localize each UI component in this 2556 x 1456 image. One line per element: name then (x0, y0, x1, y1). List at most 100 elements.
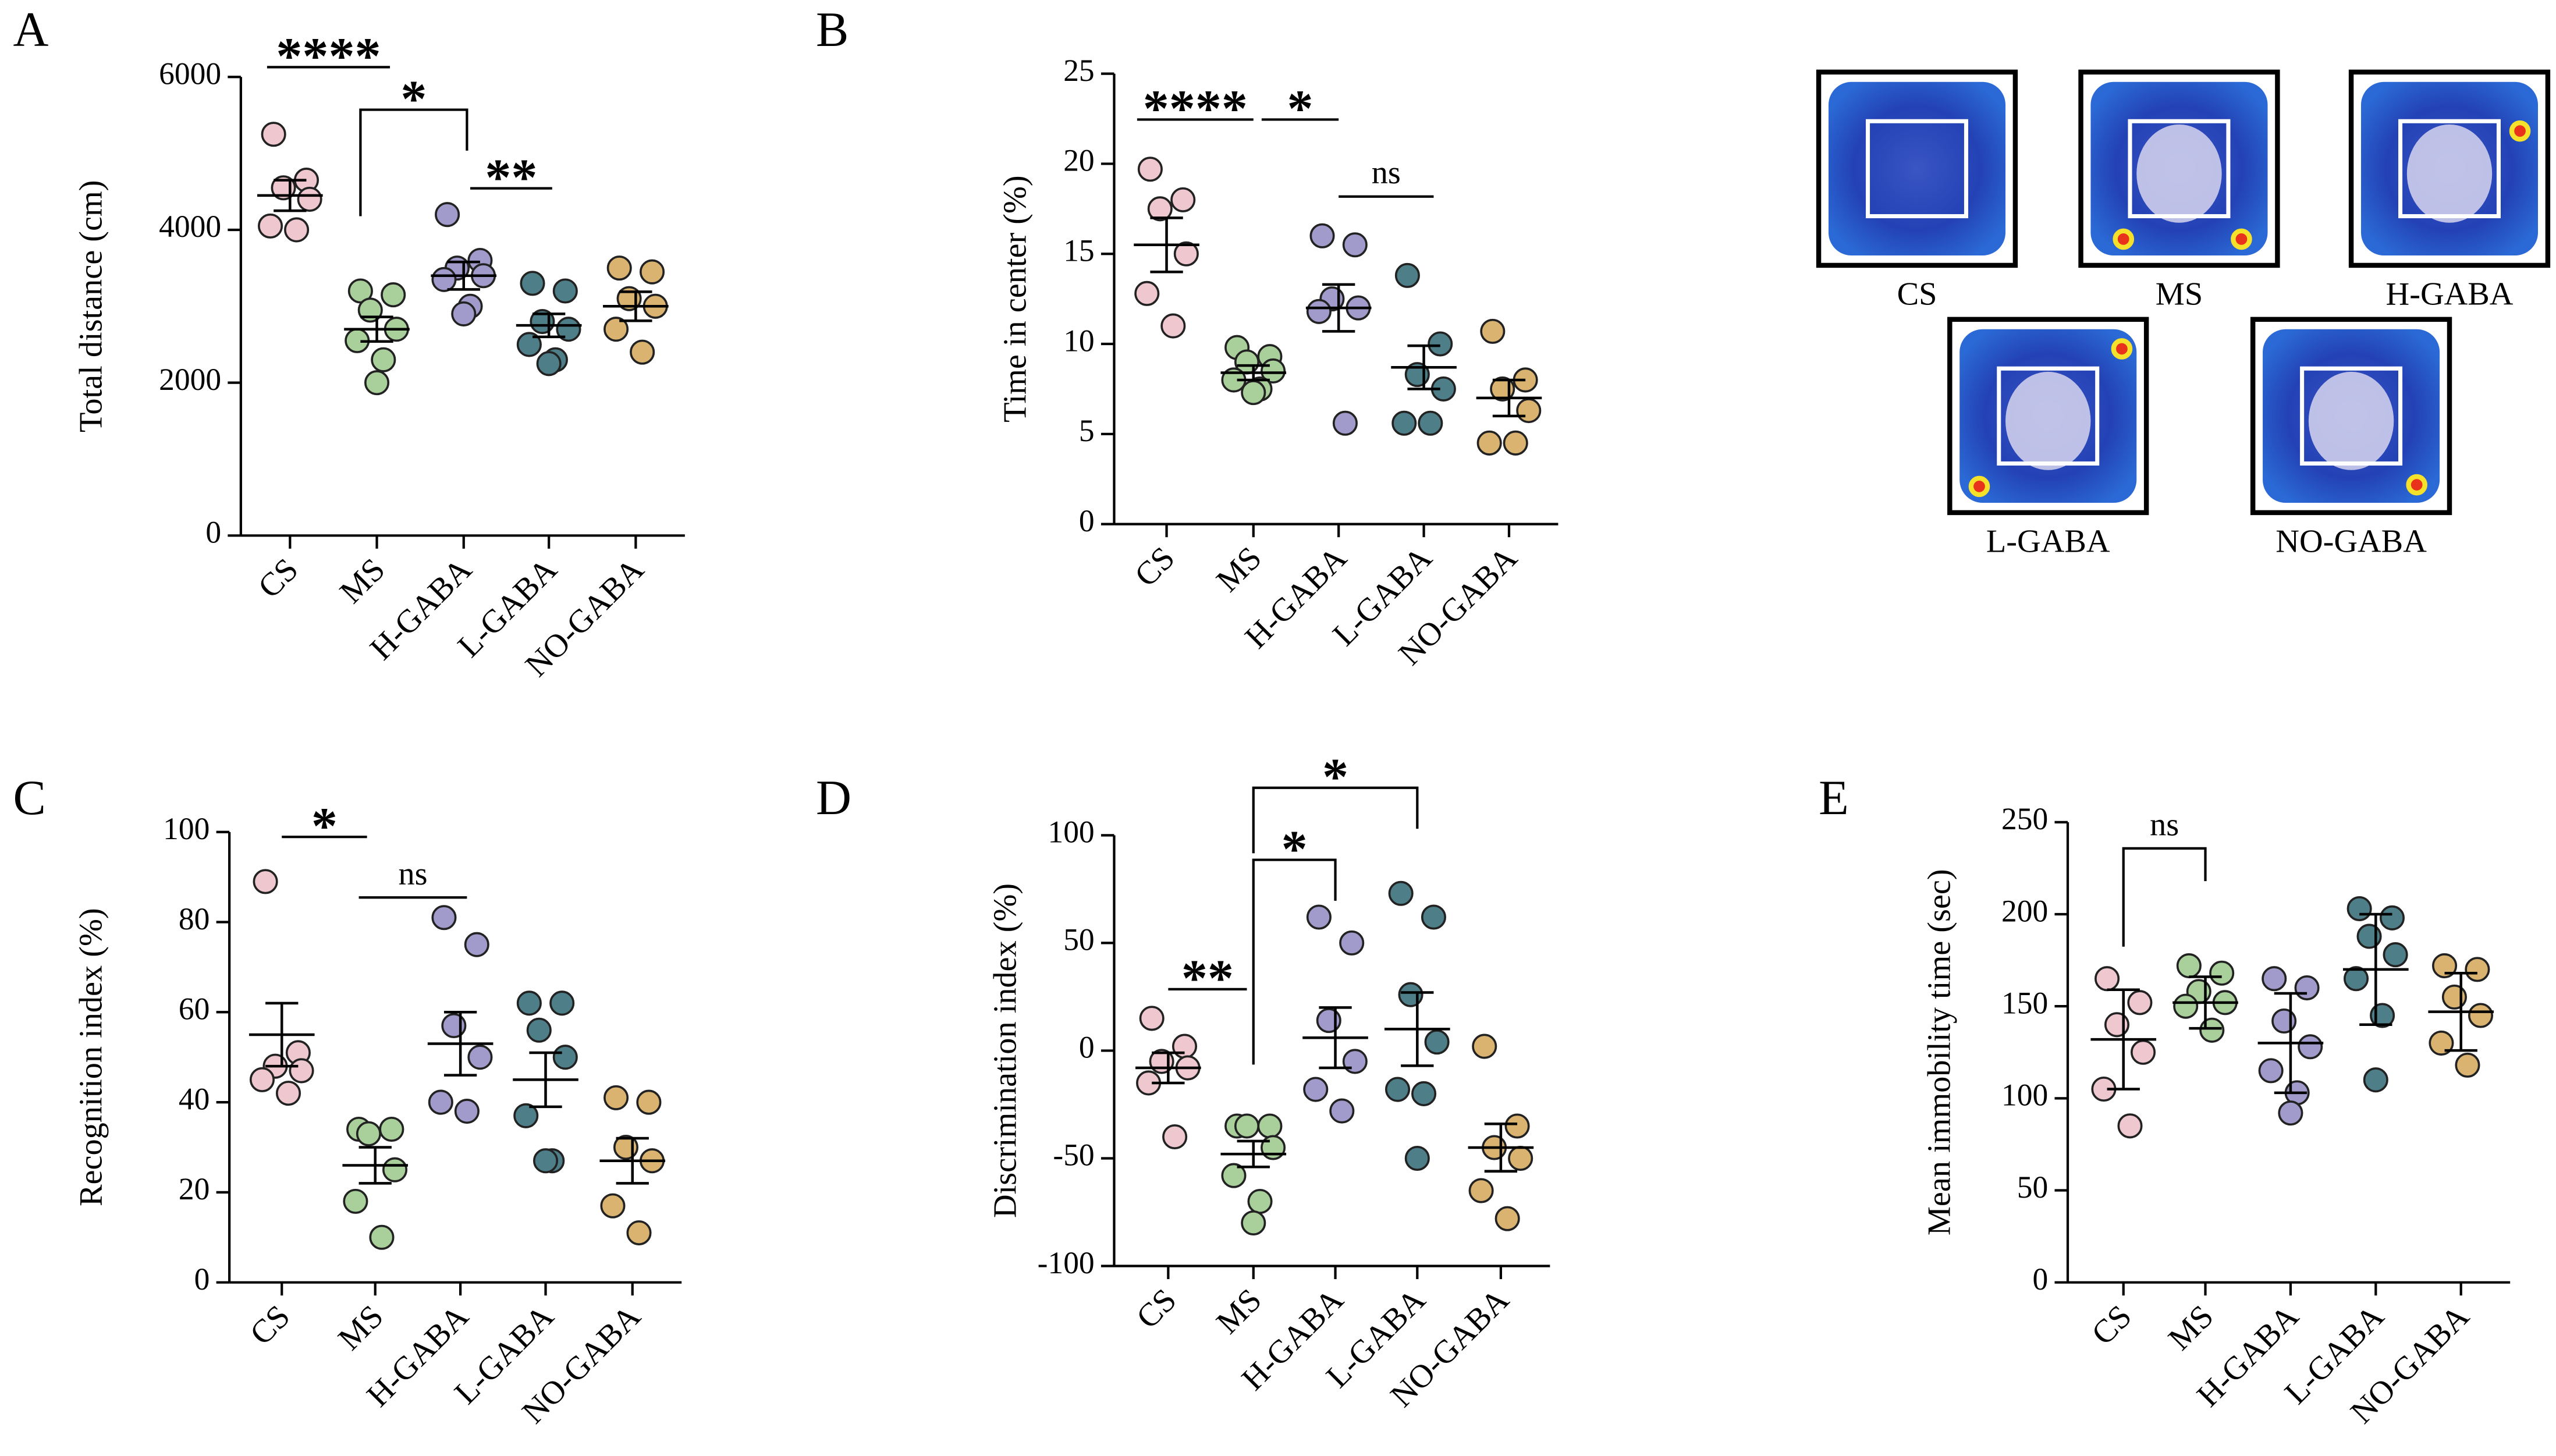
data-point (258, 213, 283, 239)
significance-label: * (1281, 821, 1308, 878)
y-tick-label: 20 (179, 1171, 210, 1206)
data-point (636, 1089, 662, 1115)
hotspot (2113, 228, 2135, 250)
center-zone (2398, 119, 2501, 219)
data-point (261, 122, 286, 147)
x-tick-label: MS (2161, 1298, 2220, 1357)
data-point (2343, 966, 2369, 992)
center-zone (1997, 366, 2100, 466)
data-point (1428, 331, 1453, 357)
data-point (1476, 430, 1502, 456)
data-point (626, 1220, 652, 1246)
error-bar (619, 290, 652, 322)
y-tick-label: 50 (1063, 922, 1094, 957)
panel-letter: C (13, 771, 46, 825)
data-point (253, 869, 278, 894)
data-point (1137, 157, 1163, 182)
x-tick-label: MS (333, 552, 392, 610)
y-axis-label: Time in center (%) (997, 175, 1033, 422)
data-point (1261, 1135, 1286, 1160)
y-tick-label: 0 (194, 1262, 210, 1297)
y-tick-label: 150 (2001, 985, 2048, 1020)
data-point (2104, 1012, 2130, 1038)
data-point (1424, 1029, 1450, 1055)
data-point (2094, 966, 2120, 992)
data-point (2127, 990, 2153, 1015)
y-tick-label: 15 (1063, 233, 1094, 268)
data-point (1494, 1206, 1520, 1231)
y-tick-label: 0 (1079, 1030, 1095, 1065)
data-point (2278, 1100, 2303, 1126)
x-tick-label: MS (1209, 540, 1268, 599)
data-point (1309, 223, 1335, 248)
significance-label: ns (2150, 807, 2179, 843)
data-point (1306, 299, 1332, 324)
panel-letter: B (816, 3, 849, 57)
data-point (536, 351, 562, 377)
error-bar (2274, 992, 2308, 1095)
significance-label: * (311, 797, 338, 855)
significance-label: ns (398, 856, 427, 892)
data-point (1221, 1163, 1247, 1188)
y-tick-label: 6000 (159, 56, 221, 91)
data-point (451, 301, 477, 326)
data-point (343, 1188, 368, 1214)
significance-label: ns (1372, 155, 1401, 191)
y-tick-label: 100 (2001, 1078, 2048, 1113)
y-tick-label: 0 (1079, 503, 1095, 538)
data-point (549, 990, 575, 1016)
y-tick-label: 4000 (159, 209, 221, 244)
data-point (520, 271, 545, 296)
x-tick-label: MS (1209, 1282, 1268, 1341)
data-point (1172, 1034, 1198, 1059)
data-point (1388, 880, 1414, 906)
y-tick-label: 0 (205, 515, 221, 550)
data-point (1139, 1006, 1165, 1031)
data-point (2468, 1003, 2494, 1028)
error-bar (1150, 216, 1183, 274)
data-point (1234, 1113, 1260, 1139)
data-point (1342, 1049, 1368, 1074)
data-point (2465, 957, 2490, 982)
data-point (369, 1224, 395, 1250)
significance-bracket (2122, 847, 2207, 947)
data-point (431, 905, 457, 931)
data-point (356, 1121, 381, 1146)
heatmaps: CS MS H-GABA L-GABA NO-GABA (1816, 69, 2551, 559)
data-point (1241, 1210, 1266, 1236)
x-tick-label: MS (331, 1298, 390, 1357)
panel-letter: E (1819, 771, 1849, 825)
heatmap (1828, 81, 2006, 256)
data-point (2429, 1030, 2454, 1056)
data-point (435, 202, 460, 228)
data-point (2298, 1034, 2323, 1060)
significance-label: * (1322, 748, 1348, 806)
data-point (1160, 313, 1186, 339)
data-point (1516, 398, 1542, 424)
data-point (1134, 280, 1160, 306)
y-tick-label: 250 (2001, 801, 2048, 836)
data-point (379, 1116, 404, 1142)
y-tick-label: 10 (1063, 323, 1094, 358)
y-tick-label: 2000 (159, 362, 221, 397)
data-point (604, 1085, 629, 1110)
data-point (1472, 1034, 1497, 1059)
error-bar (358, 1146, 392, 1185)
heatmap-light (2136, 124, 2222, 223)
y-tick-label: -100 (1038, 1245, 1095, 1280)
data-point (1504, 1113, 1530, 1139)
data-point (275, 1081, 301, 1106)
data-point (2432, 953, 2458, 979)
y-tick-label: 20 (1063, 143, 1094, 178)
data-point (1339, 930, 1365, 956)
hotspot (1968, 475, 1990, 498)
data-point (556, 317, 581, 342)
data-point (2441, 984, 2467, 1010)
panel: E Mean immobility time (sec) 0 50 100 150 200 2… (1819, 771, 2511, 1430)
heatmap-light (2406, 124, 2493, 223)
data-point (1384, 1077, 1411, 1102)
data-point (297, 186, 322, 212)
error-bar (1322, 283, 1355, 333)
y-tick-label: 200 (2001, 893, 2048, 928)
error-bar (2189, 975, 2222, 1030)
